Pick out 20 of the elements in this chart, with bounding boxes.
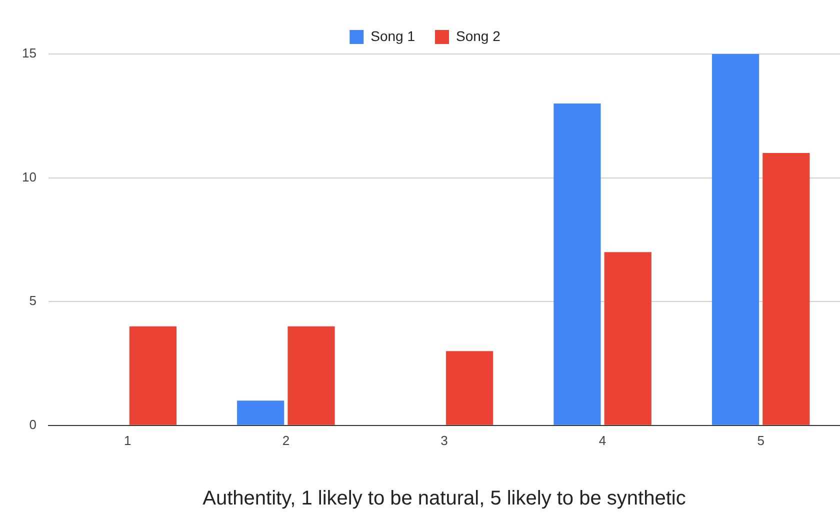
bar: [604, 252, 652, 425]
x-tick-label: 1: [124, 432, 132, 448]
y-tick-label: 10: [22, 169, 36, 184]
bar: [237, 400, 284, 425]
legend-label: Song 2: [456, 28, 501, 44]
x-tick-label: 3: [440, 432, 448, 448]
bar: [762, 153, 810, 425]
bar: [712, 54, 760, 425]
y-tick-label: 5: [29, 293, 36, 308]
x-tick-label: 4: [598, 432, 606, 448]
legend-label: Song 1: [370, 28, 416, 44]
x-tick-label: 5: [757, 432, 764, 448]
bar: [129, 326, 176, 425]
y-tick-label: 15: [22, 46, 36, 61]
bar: [288, 326, 335, 425]
bar: [554, 104, 601, 425]
x-tick-label: 2: [282, 432, 290, 448]
x-axis-title: Authentity, 1 likely to be natural, 5 likely to be synthetic: [202, 488, 686, 510]
bar: [446, 351, 494, 425]
y-tick-label: 0: [29, 416, 36, 432]
